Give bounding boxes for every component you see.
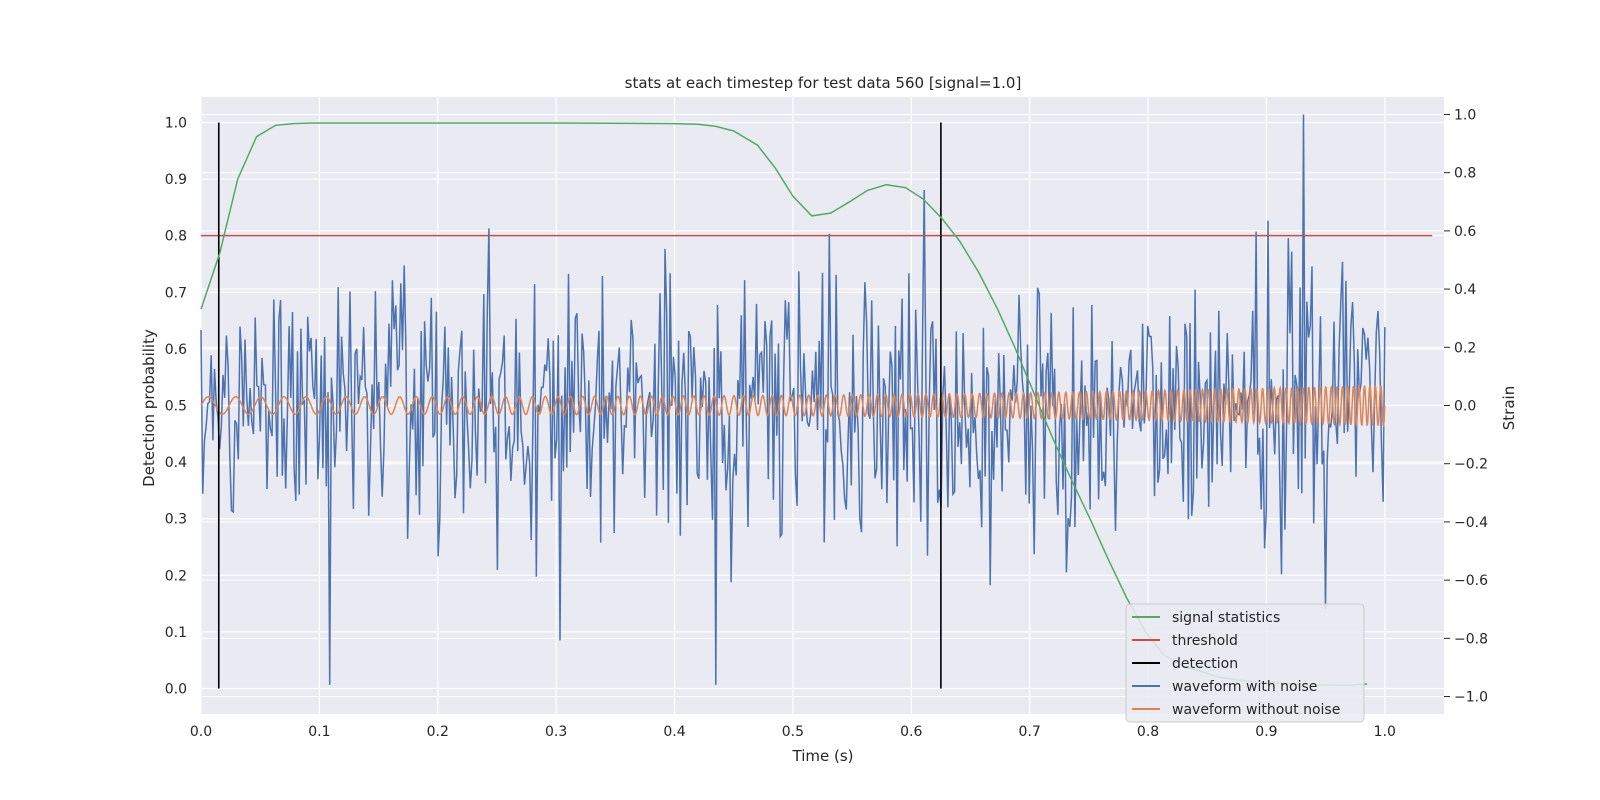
y2-tick-label: 0.8 <box>1454 166 1476 182</box>
waveform-without-noise-line <box>200 383 1386 428</box>
y-tick-label: 0.8 <box>165 229 187 245</box>
x-tick-label: 0.3 <box>545 724 567 740</box>
y-tick-label: 0.3 <box>165 512 187 528</box>
y-tick-label: 0.1 <box>165 625 187 641</box>
y2-tick-label: 0.0 <box>1454 399 1476 415</box>
legend-box <box>1125 603 1365 723</box>
legend: signal statistics threshold detection wavef… <box>1125 603 1365 723</box>
x-tick-label: 0.4 <box>663 724 685 740</box>
chart-title: stats at each timestep for test data 560… <box>625 74 1022 92</box>
legend-label: waveform with noise <box>1172 679 1317 695</box>
x-tick-label: 0.7 <box>1019 724 1041 740</box>
legend-label: signal statistics <box>1172 610 1280 626</box>
y2-tick-label: 0.4 <box>1454 282 1476 298</box>
y-axis-left: 0.0 0.1 0.2 0.3 0.4 0.5 0.6 0.7 0.8 0.9 1.0 <box>165 115 187 697</box>
y2-tick-label: −1.0 <box>1454 690 1488 706</box>
x-tick-label: 0.8 <box>1137 724 1159 740</box>
y2-tick-label: −0.2 <box>1454 457 1488 473</box>
x-axis-label: Time (s) <box>792 747 854 765</box>
waveform-with-noise-line <box>200 114 1386 685</box>
x-tick-label: 0.9 <box>1255 724 1277 740</box>
y2-tick-label: −0.4 <box>1454 515 1488 531</box>
y2-tick-label: 0.2 <box>1454 340 1476 356</box>
x-tick-label: 0.2 <box>427 724 449 740</box>
x-tick-label: 0.5 <box>782 724 804 740</box>
x-tick-label: 0.0 <box>190 724 212 740</box>
x-tick-label: 1.0 <box>1374 724 1396 740</box>
y-tick-label: 0.6 <box>165 342 187 358</box>
y2-tick-label: 1.0 <box>1454 107 1476 123</box>
y-tick-label: 0.0 <box>165 682 187 698</box>
legend-label: waveform without noise <box>1172 702 1340 718</box>
y-tick-label: 1.0 <box>165 115 187 131</box>
x-tick-label: 0.1 <box>308 724 330 740</box>
x-axis: 0.0 0.1 0.2 0.3 0.4 0.5 0.6 0.7 0.8 0.9 1.0 <box>190 724 1396 740</box>
legend-label: threshold <box>1172 633 1238 649</box>
y-tick-label: 0.2 <box>165 568 187 584</box>
y-axis-right: −1.0 −0.8 −0.6 −0.4 −0.2 0.0 0.2 0.4 0.6 0.8 1.0 <box>1444 107 1488 706</box>
y2-tick-label: −0.8 <box>1454 631 1488 647</box>
y2-tick-label: 0.6 <box>1454 224 1476 240</box>
x-tick-label: 0.6 <box>900 724 922 740</box>
y-tick-label: 0.5 <box>165 399 187 415</box>
y2-tick-label: −0.6 <box>1454 573 1488 589</box>
y-tick-label: 0.4 <box>165 455 187 471</box>
y-tick-label: 0.7 <box>165 285 187 301</box>
y-axis-label: Detection probability <box>140 329 158 487</box>
legend-label: detection <box>1172 656 1238 672</box>
y-tick-label: 0.9 <box>165 172 187 188</box>
y2-axis-label: Strain <box>1500 386 1518 430</box>
